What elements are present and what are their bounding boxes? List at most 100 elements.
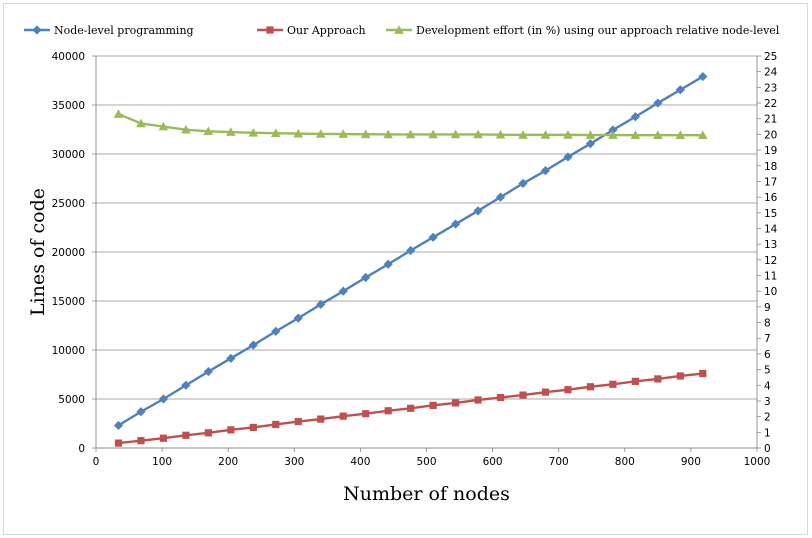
data-point-3 <box>113 109 124 118</box>
data-point-2 <box>159 434 168 442</box>
y-tick-label: 10000 <box>52 345 85 357</box>
data-point-1 <box>450 219 461 229</box>
data-point-3 <box>270 128 281 137</box>
y-tick-label: 5000 <box>58 394 85 406</box>
y2-tick-label: 19 <box>764 145 777 157</box>
data-point-1 <box>653 98 663 108</box>
data-point-1 <box>316 299 326 310</box>
data-point-1 <box>113 420 124 431</box>
x-tick-label: 500 <box>416 456 436 468</box>
data-point-1 <box>540 166 551 176</box>
y2-tick-label: 20 <box>764 129 777 141</box>
data-point-1 <box>271 326 281 336</box>
data-point-3 <box>563 130 573 139</box>
data-point-3 <box>608 130 618 139</box>
axes: 0500010000150002000025000300003500040000… <box>52 51 778 468</box>
data-point-3 <box>675 130 686 140</box>
data-point-2 <box>519 391 527 399</box>
data-point-2 <box>699 369 707 378</box>
data-point-2 <box>407 404 415 412</box>
data-point-1 <box>158 394 169 404</box>
x-tick-label: 1000 <box>744 456 771 468</box>
data-point-1 <box>585 139 596 149</box>
y-tick-label: 15000 <box>52 296 85 308</box>
x-tick-label: 400 <box>350 456 370 468</box>
data-point-2 <box>362 410 370 418</box>
data-point-2 <box>182 431 190 439</box>
data-point-2 <box>609 380 617 388</box>
data-point-2 <box>676 372 684 380</box>
data-point-3 <box>585 130 596 139</box>
data-point-3 <box>248 128 259 137</box>
y2-tick-label: 17 <box>764 176 777 188</box>
y-tick-label: 30000 <box>52 149 85 161</box>
data-point-2 <box>249 423 257 432</box>
data-point-3 <box>136 118 146 128</box>
legend-label-3: Development effort (in %) using our appr… <box>416 24 780 37</box>
data-point-3 <box>293 128 304 138</box>
y2-tick-label: 18 <box>764 161 777 173</box>
y-tick-label: 20000 <box>52 247 85 259</box>
data-point-3 <box>203 126 214 136</box>
data-point-2 <box>204 429 212 437</box>
y2-tick-label: 14 <box>764 223 778 235</box>
data-point-1 <box>406 245 416 256</box>
data-point-3 <box>315 129 326 138</box>
data-point-3 <box>360 129 371 139</box>
y2-tick-label: 13 <box>764 239 777 251</box>
data-point-2 <box>339 412 347 420</box>
y2-tick-label: 24 <box>764 67 778 79</box>
gridlines <box>96 55 757 400</box>
x-tick-label: 800 <box>615 456 635 468</box>
data-point-2 <box>586 383 595 391</box>
data-point-2 <box>541 388 550 396</box>
data-point-1 <box>181 380 191 390</box>
y2-tick-label: 25 <box>764 51 777 63</box>
legend-label-1: Node-level programming <box>54 24 194 37</box>
data-point-1 <box>428 232 438 242</box>
data-point-3 <box>630 130 641 140</box>
x-tick-label: 100 <box>152 456 172 468</box>
data-point-2 <box>429 401 437 409</box>
data-point-2 <box>474 396 482 404</box>
x-tick-label: 0 <box>93 456 100 468</box>
data-point-1 <box>383 259 393 269</box>
y-tick-label: 25000 <box>52 198 85 210</box>
data-point-3 <box>540 130 551 139</box>
y2-tick-label: 7 <box>764 333 771 345</box>
data-point-2 <box>631 377 639 385</box>
legend: Node-level programming Our Approach Develo… <box>24 24 780 37</box>
data-point-1 <box>293 313 303 323</box>
data-point-1 <box>495 192 506 202</box>
data-point-3 <box>226 127 236 136</box>
y2-tick-label: 4 <box>764 380 771 392</box>
y2-tick-label: 21 <box>764 114 777 126</box>
data-point-3 <box>405 129 416 139</box>
data-point-2 <box>317 415 325 423</box>
y2-tick-label: 0 <box>764 443 771 455</box>
data-point-3 <box>450 129 461 139</box>
data-point-3 <box>518 130 528 139</box>
data-point-1 <box>203 366 213 377</box>
y2-tick-label: 5 <box>764 365 771 377</box>
data-point-3 <box>181 124 191 134</box>
data-point-3 <box>338 129 349 138</box>
y-tick-label: 0 <box>78 443 85 455</box>
data-point-3 <box>653 130 663 140</box>
x-tick-label: 600 <box>483 456 503 468</box>
data-point-2 <box>451 399 460 407</box>
x-tick-label: 700 <box>549 456 569 468</box>
data-point-1 <box>675 85 685 95</box>
data-point-2 <box>654 375 662 383</box>
y2-tick-label: 9 <box>764 302 771 314</box>
y2-tick-label: 11 <box>764 271 777 283</box>
y2-tick-label: 12 <box>764 255 777 267</box>
y2-tick-label: 2 <box>764 412 771 424</box>
data-point-3 <box>473 129 483 139</box>
data-point-3 <box>383 129 393 139</box>
data-point-3 <box>495 129 506 139</box>
x-tick-label: 200 <box>218 456 238 468</box>
y2-tick-label: 3 <box>764 396 771 408</box>
data-point-3 <box>428 129 438 139</box>
